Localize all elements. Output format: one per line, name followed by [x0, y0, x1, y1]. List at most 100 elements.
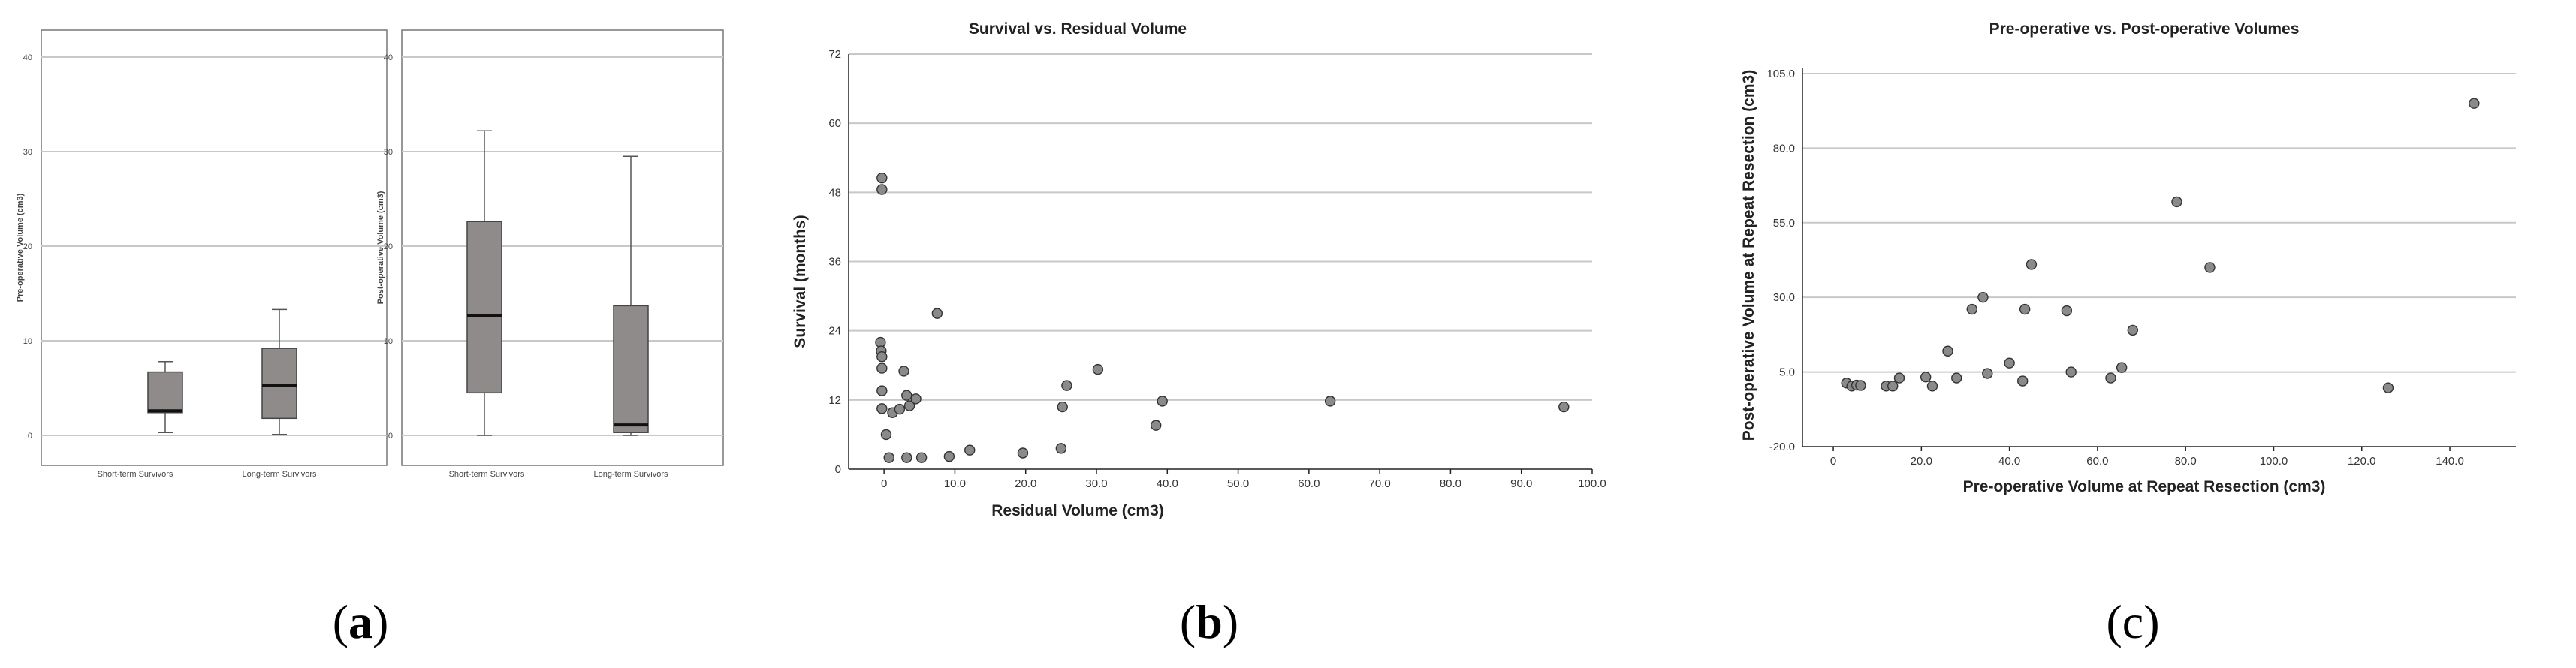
chart-c-point: [1920, 372, 1932, 383]
box-plot-right-tick-label: 30: [384, 148, 393, 157]
panel-c: Pre-operative vs. Post-operative Volumes…: [1740, 20, 2516, 648]
chart-b-xlabel: Residual Volume (cm3): [991, 502, 1164, 519]
chart-b-point: [1157, 396, 1168, 407]
chart-c-y-tick-label: 105.0: [1766, 68, 1795, 80]
chart-b-point: [876, 172, 888, 184]
box-plot-right-tick-label: 10: [384, 337, 393, 346]
chart-b-x-tick-label: 0: [881, 477, 887, 490]
panel-b: Survival vs. Residual Volume 0 12 24 36 48 60…: [792, 20, 1606, 648]
chart-b-point: [876, 351, 888, 363]
chart-b-x-tick-label: 30.0: [1085, 477, 1107, 490]
chart-c-xlabel: Pre-operative Volume at Repeat Resection…: [1963, 478, 2326, 495]
chart-c-x-tick-label: 80.0: [2175, 455, 2197, 468]
chart-b-point: [910, 393, 922, 405]
box-plot-right-frame: [401, 29, 724, 466]
box-plot-right-boxes: [466, 130, 649, 436]
chart-b-y-tick-label: 72: [828, 48, 841, 61]
chart-b-point: [901, 390, 912, 401]
chart-c-point: [1893, 372, 1905, 384]
box-plot-right-tick-label: 40: [384, 53, 393, 62]
box-plot-left-frame: [41, 29, 388, 466]
chart-c-point: [1887, 381, 1899, 392]
chart-b-x-tick-label: 50.0: [1227, 477, 1249, 490]
chart-c-grid: [1802, 72, 2516, 373]
chart-b-x-tick-label: 80.0: [1440, 477, 1461, 490]
chart-b-x-tick-label: 20.0: [1015, 477, 1036, 490]
chart-c-point: [1951, 372, 1962, 384]
box-plot-right-box: [613, 305, 649, 433]
box-plot-right-box: [466, 221, 502, 394]
chart-b-point: [883, 452, 894, 463]
box-plot-left-tick-label: 40: [23, 53, 32, 62]
chart-b-x-tick-label: 40.0: [1157, 477, 1178, 490]
chart-b-point: [898, 366, 909, 377]
box-plot-left-tick-label: 20: [23, 242, 32, 251]
chart-b-axes: 0 12 24 36 48 60 72 0 10.0 20.0 30.0 40.0 50.0 60.0 70…: [828, 48, 1606, 490]
box-plot-right-tick-labels: 0 10 20 30 40: [384, 53, 393, 441]
caption-a: (a): [333, 595, 389, 648]
chart-c-title: Pre-operative vs. Post-operative Volumes: [1989, 20, 2300, 38]
chart-c-point: [2382, 382, 2394, 393]
box-plot-left-category-1: Short-term Survivors: [98, 470, 173, 479]
chart-b-point: [1324, 396, 1336, 407]
chart-b-y-tick-label: 0: [835, 463, 841, 476]
chart-b-x-tick-label: 70.0: [1369, 477, 1391, 490]
chart-c-y-tick-label: -20.0: [1769, 441, 1795, 453]
chart-c-x-tick-label: 20.0: [1911, 455, 1932, 468]
chart-c-point: [2026, 259, 2038, 270]
box-plot-right-ylabel: Post-operative Volume (cm3): [376, 191, 385, 304]
chart-c-point: [1926, 381, 1938, 392]
chart-b-title: Survival vs. Residual Volume: [969, 20, 1187, 38]
box-plot-left-grid: [41, 56, 387, 436]
chart-b-point: [964, 444, 976, 456]
chart-b-ylabel: Survival (months): [792, 215, 809, 348]
chart-b-points: [875, 172, 1570, 463]
box-plot-left-box: [261, 348, 297, 420]
chart-c-point: [2004, 357, 2015, 369]
chart-b-point: [876, 363, 888, 374]
chart-b-x-tick-label: 60.0: [1298, 477, 1320, 490]
chart-c-x-tick-label: 60.0: [2086, 455, 2108, 468]
chart-c-x-tick-label: 0: [1830, 455, 1836, 468]
chart-b-point: [876, 385, 888, 396]
chart-c-point: [1966, 303, 1977, 315]
chart-c-point: [2116, 362, 2128, 373]
chart-c-point: [2017, 375, 2029, 387]
chart-b-point: [1057, 401, 1068, 413]
box-plot-right-category-2: Long-term Survivors: [593, 470, 668, 479]
chart-c-point: [2065, 366, 2077, 378]
box-plot-right-tick-label: 20: [384, 242, 393, 251]
chart-b-x-tick-label: 100.0: [1578, 477, 1606, 490]
chart-b-point: [903, 400, 915, 411]
chart-b-point: [943, 450, 955, 462]
box-plot-right-category-1: Short-term Survivors: [449, 470, 525, 479]
chart-b-point: [915, 452, 928, 463]
chart-c-axes: -20.0 5.0 30.0 55.0 80.0 105.0 0 20.0 40.0 60.0 80…: [1766, 68, 2516, 468]
chart-b-point: [876, 403, 888, 414]
box-plot-left-boxes: [147, 308, 297, 435]
box-plot-right-tick-label: 0: [388, 432, 393, 441]
chart-c-point: [2171, 196, 2182, 208]
chart-c-x-tick-label: 120.0: [2348, 455, 2376, 468]
chart-b-point: [1017, 447, 1029, 459]
chart-c-point: [1982, 368, 1993, 379]
chart-b-point: [876, 184, 888, 195]
chart-c-y-tick-label: 80.0: [1773, 142, 1795, 155]
chart-c-points: [1841, 98, 2480, 393]
chart-b-point: [901, 452, 912, 463]
chart-c-x-tick-label: 140.0: [2436, 455, 2464, 468]
chart-b-point: [894, 403, 906, 415]
box-plot-left-tick-labels: 0 10 20 30 40: [23, 53, 32, 441]
chart-b-y-tick-label: 60: [828, 117, 841, 130]
box-plot-left-tick-label: 10: [23, 337, 32, 346]
chart-b-y-tick-label: 48: [828, 186, 841, 199]
chart-c-point: [2127, 324, 2139, 336]
chart-c-point: [1977, 291, 1989, 303]
chart-b-point: [1061, 380, 1072, 391]
chart-b-point: [1150, 420, 1162, 431]
chart-b-point: [1055, 443, 1067, 454]
chart-c-ylabel: Post-operative Volume at Repeat Resectio…: [1740, 70, 1757, 441]
chart-c-point: [2019, 303, 2031, 315]
caption-c: (c): [2106, 595, 2159, 648]
